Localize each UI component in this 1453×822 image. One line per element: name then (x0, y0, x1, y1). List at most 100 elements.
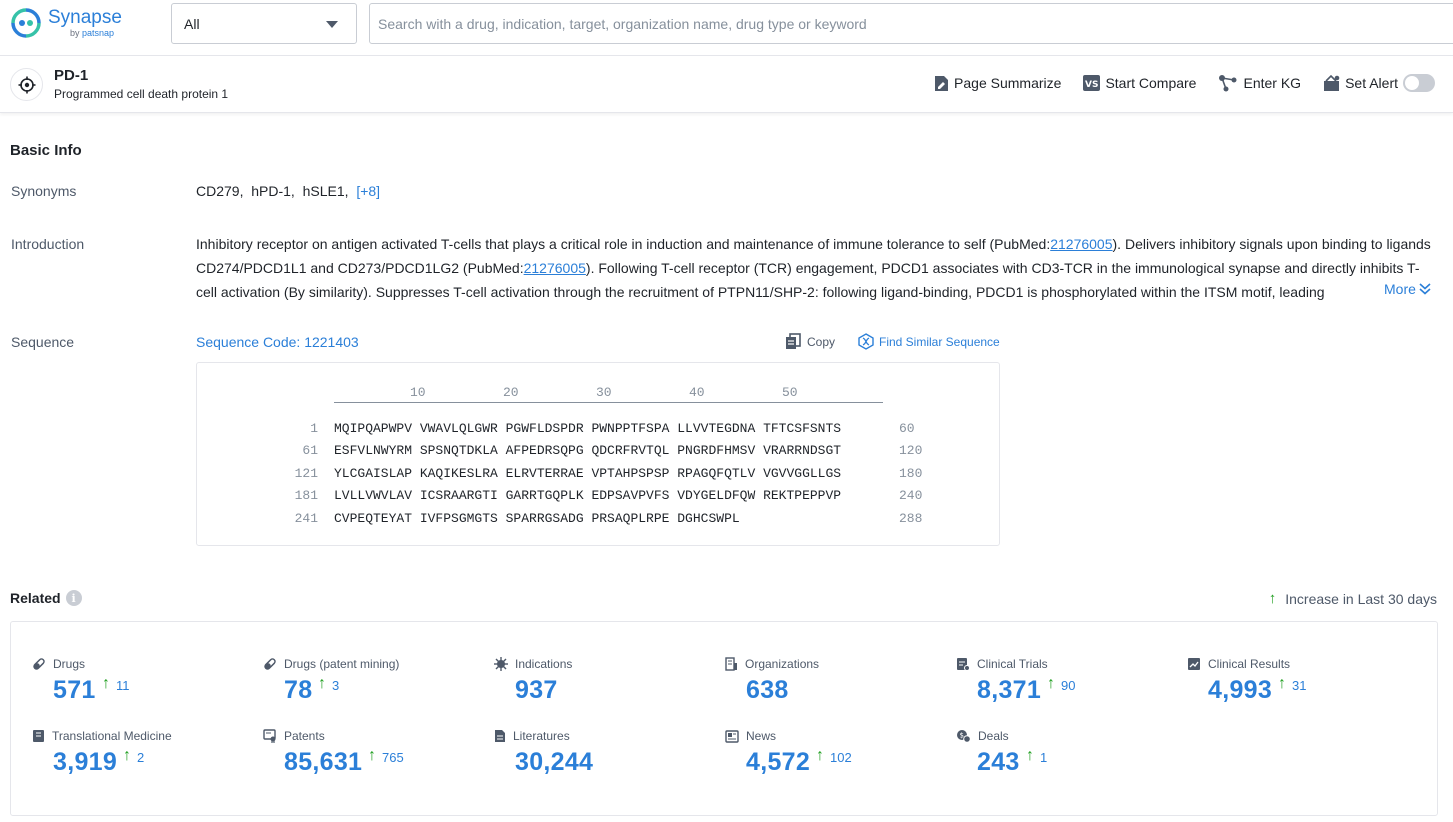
stat-label: Drugs (patent mining) (263, 657, 399, 671)
stat-increase: ↑765 (368, 748, 404, 765)
enter-kg-button[interactable]: Enter KG (1218, 74, 1301, 92)
copy-label: Copy (807, 335, 835, 349)
more-label: More (1384, 281, 1416, 297)
stat-increase: ↑90 (1047, 676, 1075, 693)
book-icon (32, 729, 52, 743)
clipboard-icon (956, 657, 977, 671)
synonyms-label: Synonyms (11, 183, 76, 199)
copy-sequence-button[interactable]: Copy (785, 333, 835, 350)
synapse-logo-icon (10, 7, 42, 39)
synapse-logo[interactable]: Synapse by patsnap (10, 7, 122, 39)
ruler-tick: 10 (410, 385, 426, 400)
stat-label-text: Organizations (745, 657, 819, 671)
virus-icon (494, 657, 515, 671)
building-icon (725, 657, 745, 671)
sequence-code-link[interactable]: Sequence Code: 1221403 (196, 334, 359, 350)
related-title-text: Related (10, 590, 61, 606)
pubmed-link[interactable]: 21276005 (1050, 236, 1112, 252)
stat-value[interactable]: 4,993 (1208, 676, 1272, 705)
stat-increase: ↑102 (816, 748, 852, 765)
stat-indications[interactable]: Indications937 (494, 657, 714, 717)
synonyms-value: CD279, hPD-1, hSLE1, [+8] (196, 183, 380, 199)
ruler-tick: 20 (503, 385, 519, 400)
stat-deals[interactable]: $Deals243↑1 (956, 729, 1176, 789)
synonym: hSLE1, (303, 183, 349, 199)
enter-kg-label: Enter KG (1243, 75, 1301, 91)
synonyms-more-link[interactable]: [+8] (356, 183, 380, 199)
stat-increase-count: 765 (382, 750, 404, 765)
pill-icon (263, 657, 284, 671)
ruler-tick: 40 (689, 385, 705, 400)
top-bar: Synapse by patsnap All (0, 0, 1453, 56)
page-summarize-label: Page Summarize (954, 75, 1061, 91)
stat-clinical-trials[interactable]: Clinical Trials 8,371 ↑90 (956, 657, 1176, 717)
stat-value[interactable]: 243 (977, 748, 1020, 777)
stat-increase: ↑31 (1278, 676, 1306, 693)
compare-icon: VS (1083, 75, 1100, 91)
arrow-up-icon: ↑ (1026, 748, 1034, 764)
synonym: CD279, (196, 183, 243, 199)
copy-icon (785, 333, 802, 350)
stat-label: Clinical Trials (956, 657, 1048, 671)
stat-value[interactable]: 30,244 (515, 748, 593, 777)
stat-organizations[interactable]: Organizations 638 (725, 657, 945, 717)
find-similar-label: Find Similar Sequence (879, 335, 1000, 349)
info-icon[interactable]: i (66, 590, 82, 606)
arrow-up-icon: ↑ (816, 748, 824, 764)
stat-translational-medicine[interactable]: Translational Medicine3,919↑2 (32, 729, 252, 789)
stat-value[interactable]: 4,572 (746, 748, 810, 777)
stat-value[interactable]: 85,631 (284, 748, 362, 777)
stat-label: Patents (263, 729, 325, 743)
set-alert-label: Set Alert (1345, 75, 1398, 91)
stat-value[interactable]: 937 (515, 676, 558, 705)
set-alert-button[interactable]: Set Alert (1323, 74, 1435, 92)
summarize-icon (934, 75, 949, 92)
find-similar-sequence-button[interactable]: Find Similar Sequence (858, 333, 1000, 350)
page-title: PD-1 (54, 67, 88, 84)
double-chevron-down-icon (1419, 283, 1431, 295)
stat-increase-count: 90 (1061, 678, 1075, 693)
target-icon (10, 68, 43, 101)
stat-value[interactable]: 571 (53, 676, 96, 705)
stat-clinical-results[interactable]: Clinical Results4,993↑31 (1187, 657, 1407, 717)
stat-patents[interactable]: Patents 85,631 ↑765 (263, 729, 483, 789)
search-scope-value: All (184, 16, 200, 32)
start-compare-button[interactable]: VS Start Compare (1083, 75, 1196, 91)
brand-name: Synapse (48, 8, 122, 27)
stat-literatures[interactable]: Literatures30,244 (494, 729, 714, 789)
sequence-row: 1MQIPQAPWPV VWAVLQLGWR PGWFLDSPDR PWNPPT… (197, 421, 1001, 439)
stat-increase-count: 31 (1292, 678, 1306, 693)
search-input[interactable] (369, 3, 1453, 44)
introduction-more-button[interactable]: More (1376, 281, 1431, 297)
stat-drugs-patent-mining[interactable]: Drugs (patent mining)78↑3 (263, 657, 483, 717)
sequence-ruler: 10 20 30 40 50 (334, 385, 883, 403)
stat-label-text: Clinical Trials (977, 657, 1048, 671)
brand-by: by patsnap (70, 29, 122, 38)
svg-text:VS: VS (1085, 80, 1098, 90)
stat-value[interactable]: 78 (284, 676, 312, 705)
stat-label-text: Drugs (53, 657, 85, 671)
stat-value[interactable]: 638 (746, 676, 789, 705)
synonym: hPD-1, (251, 183, 295, 199)
stat-drugs[interactable]: Drugs571↑11 (32, 657, 252, 717)
ruler-tick: 50 (782, 385, 798, 400)
pubmed-link[interactable]: 21276005 (524, 260, 586, 276)
stat-label: $Deals (956, 729, 1009, 743)
stat-value[interactable]: 3,919 (53, 748, 117, 777)
sequence-viewer: 10 20 30 40 50 1MQIPQAPWPV VWAVLQLGWR PG… (196, 362, 1000, 546)
stat-label: Drugs (32, 657, 85, 671)
knowledge-graph-icon (1218, 74, 1238, 92)
stat-label-text: Deals (978, 729, 1009, 743)
ruler-tick: 30 (596, 385, 612, 400)
start-compare-label: Start Compare (1105, 75, 1196, 91)
page-summarize-button[interactable]: Page Summarize (934, 75, 1061, 92)
dna-search-icon (858, 333, 874, 350)
stat-news[interactable]: News4,572↑102 (725, 729, 945, 789)
stat-increase-count: 2 (137, 750, 144, 765)
stat-value[interactable]: 8,371 (977, 676, 1041, 705)
search-scope-select[interactable]: All (171, 3, 357, 44)
related-heading: Related i (10, 590, 82, 606)
set-alert-toggle[interactable] (1403, 74, 1435, 92)
increase-legend: ↑ Increase in Last 30 days (1269, 590, 1437, 607)
stat-label-text: Drugs (patent mining) (284, 657, 399, 671)
